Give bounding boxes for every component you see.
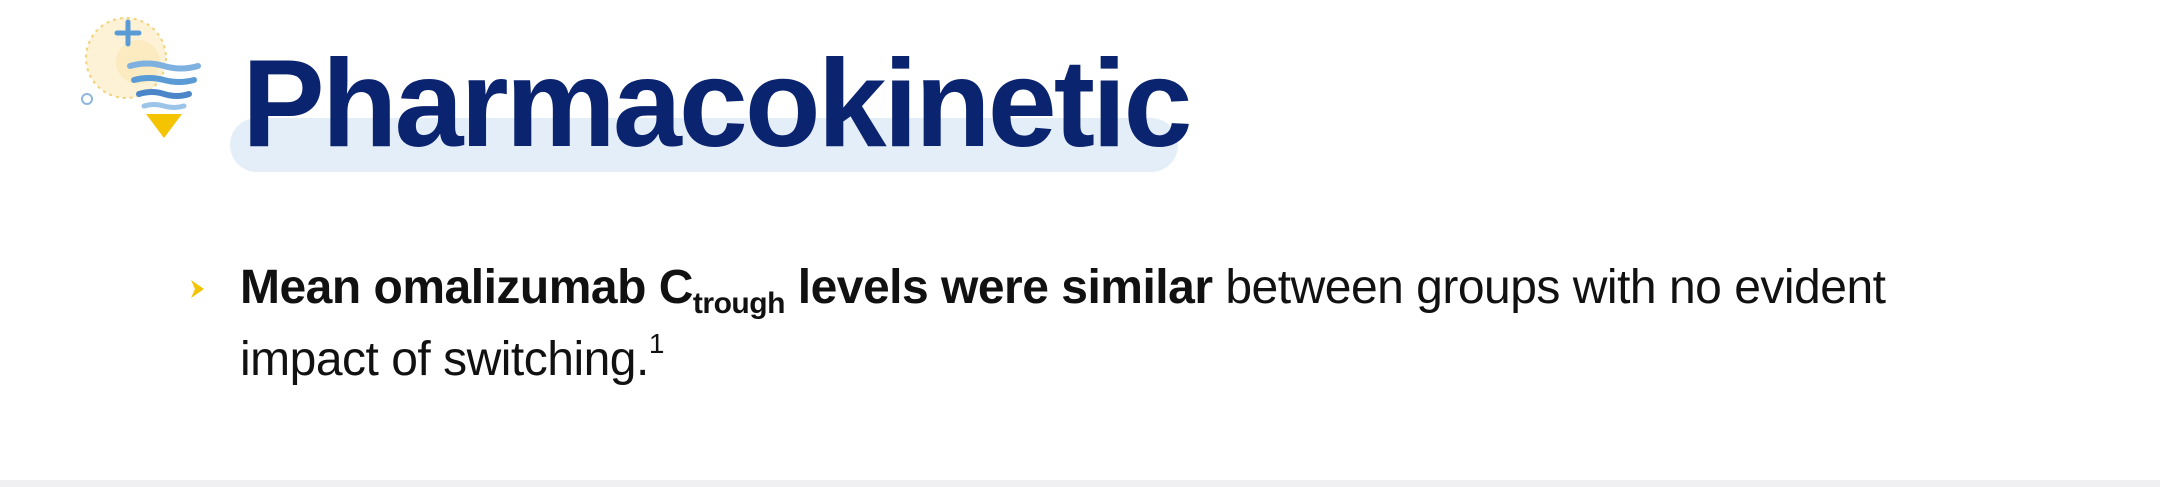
bullet-regular-text: between groups with no evident impact of… <box>240 261 1886 386</box>
page-title: Pharmacokinetic <box>242 35 1192 173</box>
title-highlight <box>230 118 1178 172</box>
bullet-bold-tail: levels were similar <box>784 261 1213 314</box>
chevron-right-icon <box>191 280 204 298</box>
logo-icon <box>81 17 201 138</box>
bullet-bold-lead: Mean omalizumab C <box>240 261 693 314</box>
bullet-bold-subscript: trough <box>692 287 785 320</box>
footnote-ref: 1 <box>648 328 665 359</box>
bullet-text: Mean omalizumab Ctrough levels were simi… <box>240 252 1980 396</box>
bottom-divider <box>0 480 2160 487</box>
